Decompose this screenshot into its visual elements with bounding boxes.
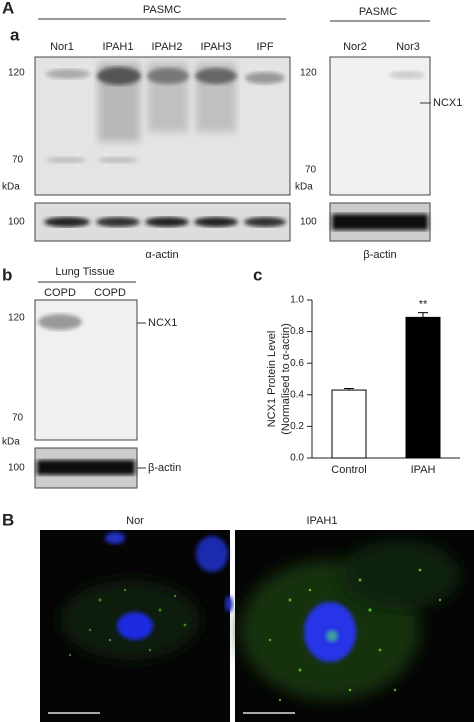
y-axis-label: NCX1 Protein Level (266, 331, 278, 428)
lane-label: Nor2 (343, 41, 367, 53)
group-label: Lung Tissue (55, 266, 114, 278)
control-blot (34, 202, 291, 242)
y-axis-label: (Normalised to α-actin) (280, 323, 292, 435)
kda-label: kDa (295, 182, 313, 193)
target-label: NCX1 (148, 317, 177, 329)
lane-label: IPAH1 (103, 41, 134, 53)
bar (331, 389, 367, 459)
marker-label: 70 (12, 155, 24, 166)
lane-label: IPAH2 (152, 41, 183, 53)
marker-label: 100 (300, 217, 317, 228)
y-tick-label: 0.0 (290, 453, 304, 464)
lane-label: IPAH3 (201, 41, 232, 53)
micrograph (235, 530, 474, 722)
lane-label: Nor1 (50, 41, 74, 53)
image-label: Nor (126, 515, 144, 527)
marker-label: 120 (8, 68, 25, 79)
y-tick-label: 0.2 (290, 421, 304, 432)
micrograph (40, 530, 233, 722)
bar-chart: 0.0 0.2 0.4 0.6 0.8 1.0 NCX1 Protein Level (Nor… (266, 295, 460, 476)
kda-label: kDa (2, 437, 20, 448)
blot (34, 299, 138, 441)
y-tick-label: 1.0 (290, 295, 304, 306)
control-blot (329, 202, 431, 242)
bar (405, 316, 441, 459)
marker-label: 120 (8, 313, 25, 324)
control-blot (34, 447, 138, 489)
x-tick-label: IPAH (411, 464, 436, 476)
annotation: ** (419, 299, 428, 311)
y-tick-label: 0.6 (290, 358, 304, 369)
lane-label: IPF (256, 41, 273, 53)
y-tick-label: 0.8 (290, 326, 304, 337)
target-label: NCX1 (433, 97, 462, 109)
marker-label: 70 (305, 165, 317, 176)
control-label: β-actin (148, 462, 181, 474)
blot (34, 56, 291, 196)
panel-label: c (253, 265, 262, 284)
x-tick-label: Control (331, 464, 366, 476)
group-label: PASMC (359, 6, 397, 18)
control-label: β-actin (363, 249, 396, 261)
marker-label: 100 (8, 463, 25, 474)
panel-label: a (10, 25, 20, 44)
image-label: IPAH1 (307, 515, 338, 527)
group-label: PASMC (143, 4, 181, 16)
kda-label: kDa (2, 182, 20, 193)
control-label: α-actin (145, 249, 178, 261)
panel-label: B (2, 510, 14, 529)
marker-label: 70 (12, 413, 24, 424)
blot (329, 56, 431, 196)
panel-label: A (2, 0, 14, 17)
marker-label: 120 (300, 68, 317, 79)
panel-label: b (2, 265, 12, 284)
lane-label: COPD (94, 287, 126, 299)
lane-label: Nor3 (396, 41, 420, 53)
lane-label: COPD (44, 287, 76, 299)
marker-label: 100 (8, 217, 25, 228)
y-tick-label: 0.4 (290, 389, 304, 400)
